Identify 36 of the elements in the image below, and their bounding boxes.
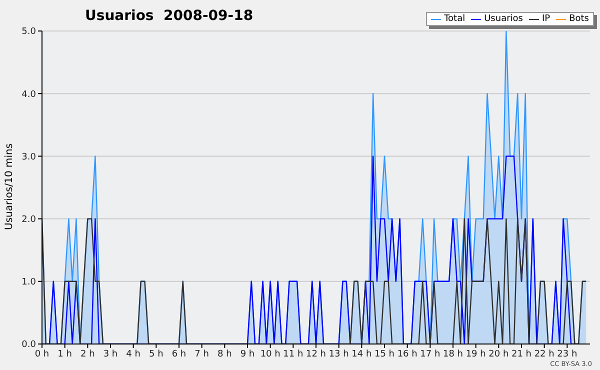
x-tick-label: 18 h [442, 349, 464, 360]
x-tick-label: 7 h [194, 349, 209, 360]
x-tick-label: 17 h [420, 349, 440, 360]
x-tick-label: 11 h [283, 349, 304, 360]
x-tick-label: 19 h [466, 349, 486, 360]
y-tick-label: 4.0 [22, 90, 36, 100]
x-tick-label: 22 h [534, 349, 554, 360]
x-tick-label: 12 h [306, 349, 326, 360]
y-tick-label: 2.0 [22, 214, 36, 225]
x-tick-label: 6 h [172, 349, 186, 360]
x-tick-label: 9 h [240, 349, 255, 360]
x-tick-label: 20 h [488, 349, 509, 360]
x-tick-label: 21 h [511, 349, 532, 360]
y-tick-label: 0.0 [22, 340, 36, 350]
y-axis-title: Usuarios/10 mins [4, 143, 15, 230]
x-tick-label: 1 h [58, 349, 72, 360]
x-tick-label: 15 h [374, 349, 395, 360]
x-tick-label: 0 h [34, 349, 50, 360]
x-tick-label: 23 h [557, 349, 578, 360]
legend-label: Usuarios [483, 13, 523, 25]
x-tick-label: 10 h [260, 349, 280, 360]
x-tick-label: 3 h [103, 349, 118, 360]
legend-label: IP [541, 13, 550, 25]
chart-title: Usuarios 2008-09-18 [85, 8, 254, 24]
y-tick-label: 1.0 [22, 278, 36, 288]
y-tick-label: 3.0 [22, 152, 36, 162]
x-tick-label: 13 h [328, 349, 349, 360]
legend-label: Bots [568, 13, 589, 25]
x-tick-label: 4 h [126, 349, 140, 360]
x-tick-label: 14 h [352, 349, 372, 360]
x-tick-label: 5 h [149, 349, 164, 360]
legend-label: Total [443, 13, 466, 25]
y-tick-label: 5.0 [22, 27, 36, 38]
x-tick-label: 16 h [397, 349, 418, 360]
x-tick-label: 8 h [218, 349, 232, 360]
x-tick-label: 2 h [80, 349, 95, 360]
